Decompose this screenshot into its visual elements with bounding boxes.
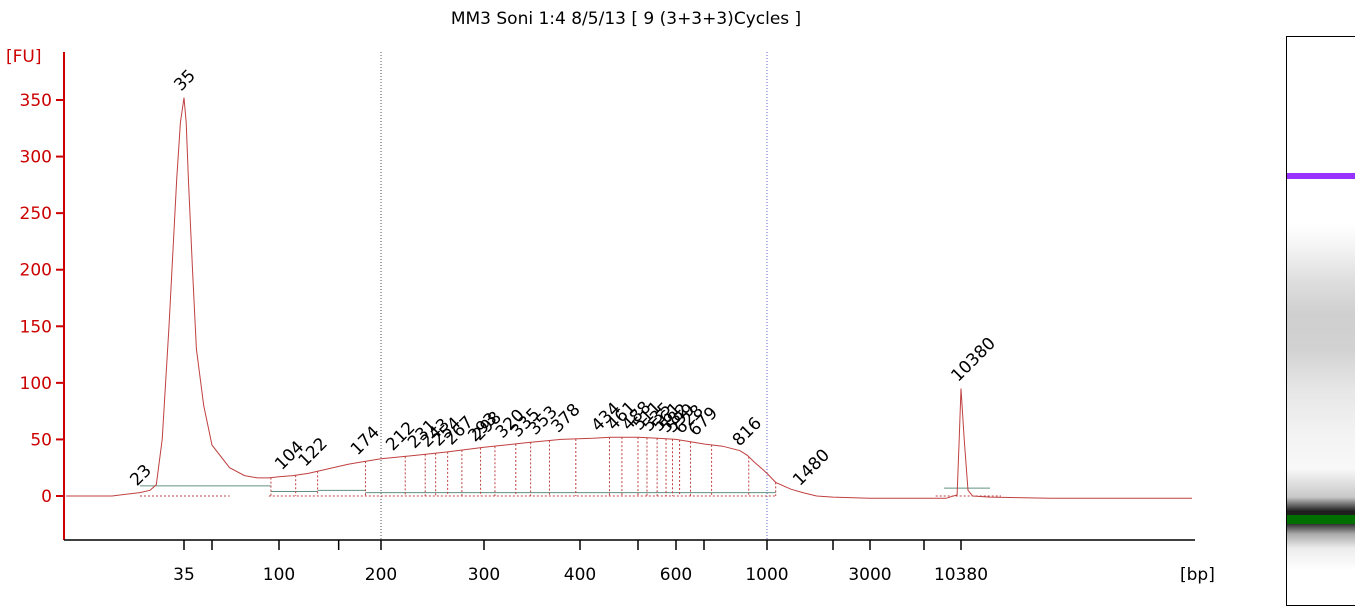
peak-label: 10380 (947, 334, 999, 386)
x-tick-label: 200 (365, 565, 397, 585)
peak-label: 816 (729, 413, 766, 450)
y-tick-label: 0 (41, 487, 52, 507)
axes: 0 50 100 150 200 250 300 350 35 100 200 300 400 600 10… (20, 52, 1195, 585)
peak-label: 378 (548, 400, 585, 437)
y-tick-label: 300 (20, 148, 52, 168)
y-tick-label: 350 (20, 91, 52, 111)
y-tick-label: 100 (20, 374, 52, 394)
lower-marker-band (1287, 515, 1355, 524)
x-tick-label: 10380 (934, 565, 988, 585)
x-tick-label: 300 (468, 565, 500, 585)
chart-title: MM3 Soni 1:4 8/5/13 [ 9 (3+3+3)Cycles ] (451, 9, 801, 29)
peak-label: 122 (295, 434, 332, 471)
y-axis-label: [FU] (6, 47, 42, 67)
electropherogram-trace (66, 97, 1192, 499)
peak-label: 35 (170, 66, 199, 95)
y-tick-label: 150 (20, 317, 52, 337)
x-tick-label: 100 (263, 565, 295, 585)
y-tick-label: 200 (20, 261, 52, 281)
x-tick-label: 35 (173, 565, 195, 585)
trace-group (66, 97, 1192, 499)
upper-marker-band (1287, 173, 1355, 179)
electropherogram-chart: MM3 Soni 1:4 8/5/13 [ 9 (3+3+3)Cycles ] … (6, 9, 1215, 585)
peak-baselines (140, 485, 990, 494)
gel-image-panel (1286, 36, 1355, 606)
peak-label: 1480 (789, 445, 834, 490)
peak-label: 174 (347, 423, 384, 460)
y-tick-label: 50 (30, 430, 52, 450)
x-tick-label: 1000 (745, 565, 788, 585)
peak-dividers (140, 437, 1001, 497)
x-axis-label: [bp] (1180, 565, 1215, 585)
x-tick-label: 400 (564, 565, 596, 585)
x-tick-label: 600 (660, 565, 692, 585)
y-tick-label: 250 (20, 204, 52, 224)
x-tick-label: 3000 (848, 565, 891, 585)
marker-lines (380, 52, 768, 540)
